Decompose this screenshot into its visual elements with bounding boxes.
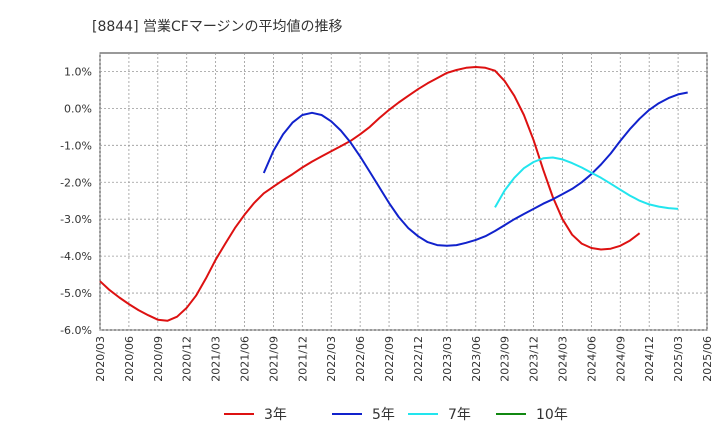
x-tick-label: 2020/09: [152, 336, 165, 382]
x-tick-label: 2024/09: [614, 336, 627, 382]
x-tick-label: 2021/12: [296, 336, 309, 382]
y-tick-label: -5.0%: [60, 287, 92, 300]
x-tick-label: 2023/09: [499, 336, 512, 382]
x-tick-label: 2021/09: [267, 336, 280, 382]
series-lines: [99, 66, 688, 322]
y-tick-label: -2.0%: [60, 176, 92, 189]
y-tick-label: 0.0%: [64, 102, 92, 115]
legend-label: 5年: [372, 407, 395, 423]
x-tick-label: 2023/03: [441, 336, 454, 382]
y-tick-label: -6.0%: [60, 324, 92, 337]
x-tick-label: 2025/03: [672, 336, 685, 382]
x-tick-label: 2025/06: [701, 336, 714, 382]
series-line-1: [99, 66, 641, 322]
x-tick-label: 2022/06: [354, 336, 367, 382]
series-line-3: [494, 156, 679, 210]
y-axis-ticks: 1.0% 0.0% -1.0% -2.0% -3.0% -4.0% -5.0% -6.0%: [60, 65, 92, 337]
legend-label: 7年: [448, 407, 471, 423]
legend-item-2: 5年: [332, 407, 395, 423]
x-tick-label: 2024/06: [585, 336, 598, 382]
x-axis-ticks: 2020/03 2020/06 2020/09 2020/12 2021/03 2021/…: [94, 336, 714, 382]
plot-area: [99, 52, 708, 331]
x-tick-label: 2023/12: [528, 336, 541, 382]
x-tick-label: 2021/03: [210, 336, 223, 382]
y-tick-label: -4.0%: [60, 250, 92, 263]
grid: [99, 53, 708, 331]
y-tick-label: 1.0%: [64, 65, 92, 78]
x-tick-label: 2024/12: [643, 336, 656, 382]
legend-label: 3年: [264, 407, 287, 423]
x-tick-label: 2022/09: [383, 336, 396, 382]
x-tick-label: 2020/03: [94, 336, 107, 382]
legend-label: 10年: [536, 407, 568, 423]
plot-frame: [99, 52, 708, 331]
chart-title: [8844] 営業CFマージンの平均値の推移: [92, 19, 343, 35]
series-line-2: [262, 91, 688, 247]
x-tick-label: 2020/06: [123, 336, 136, 382]
x-tick-label: 2021/06: [239, 336, 252, 382]
x-tick-label: 2023/06: [470, 336, 483, 382]
y-tick-label: -3.0%: [60, 213, 92, 226]
x-tick-label: 2020/12: [181, 336, 194, 382]
legend-item-4: 10年: [496, 407, 568, 423]
legend: 3年 5年 7年 10年: [224, 407, 568, 423]
x-tick-label: 2022/12: [412, 336, 425, 382]
x-tick-label: 2022/03: [325, 336, 338, 382]
legend-item-3: 7年: [408, 407, 471, 423]
x-tick-label: 2024/03: [556, 336, 569, 382]
legend-item-1: 3年: [224, 407, 287, 423]
y-tick-label: -1.0%: [60, 139, 92, 152]
